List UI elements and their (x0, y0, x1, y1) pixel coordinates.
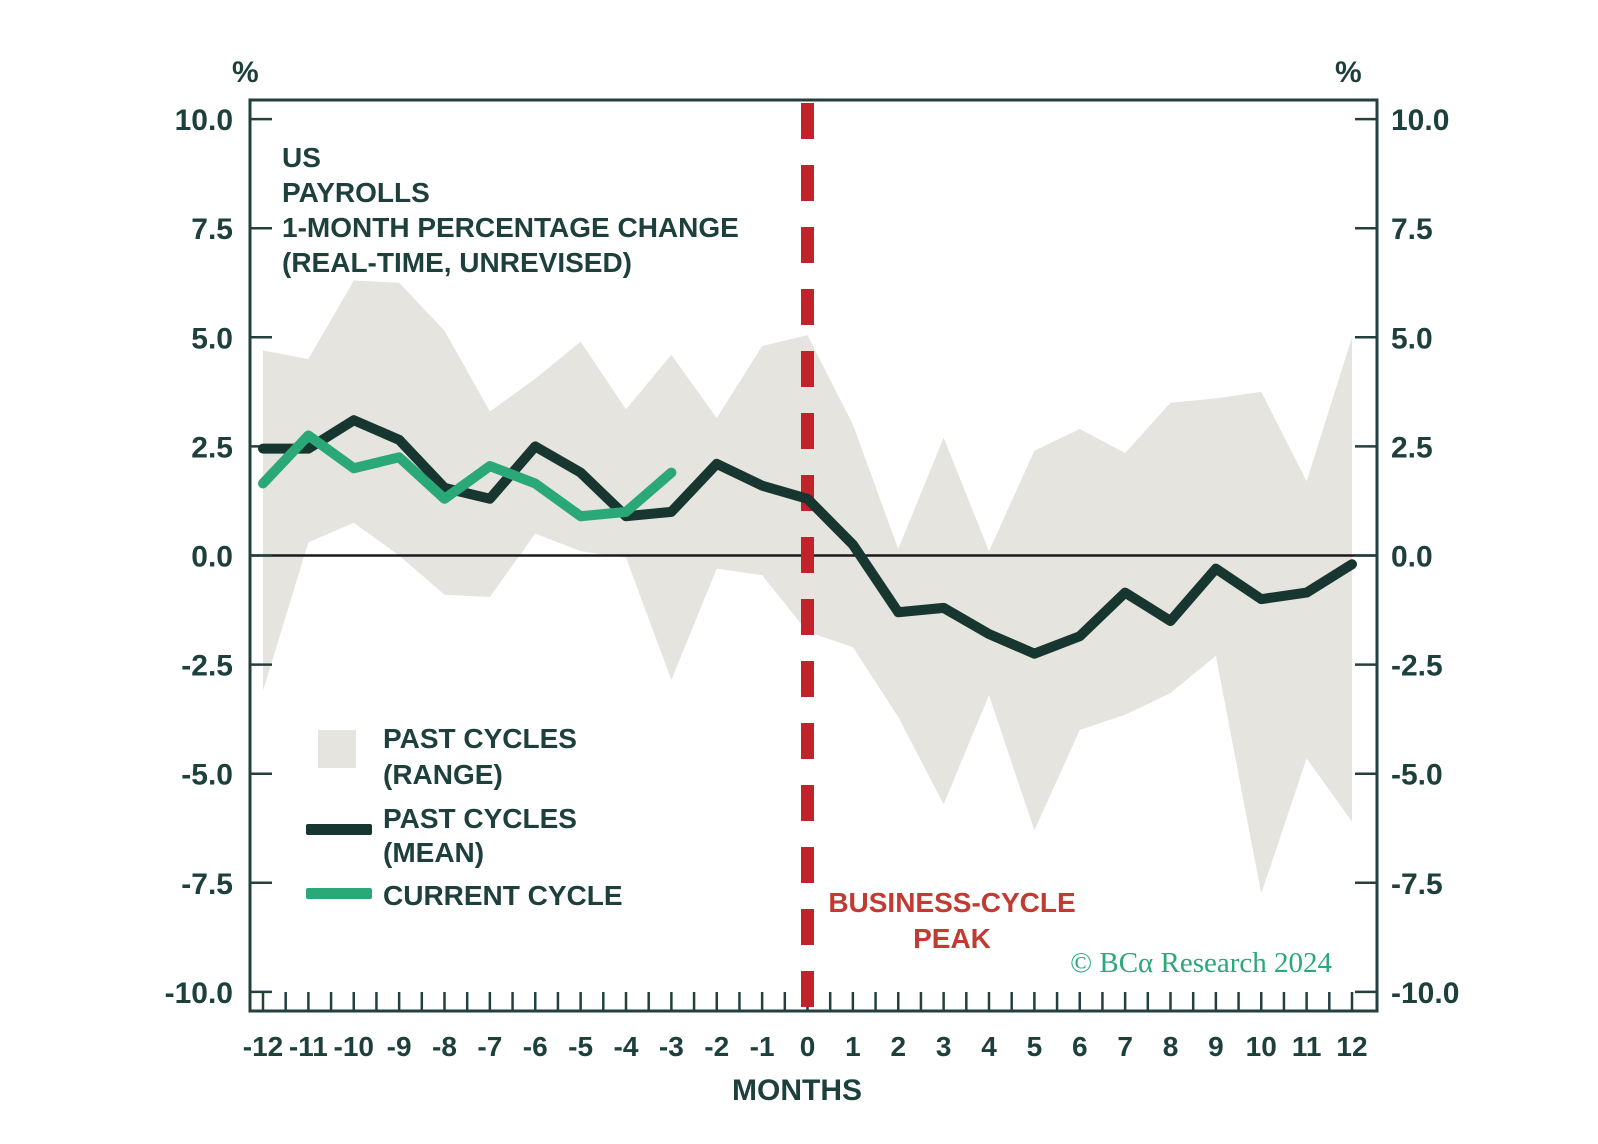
x-tick-label: -10 (334, 1031, 374, 1062)
legend-range-label-1: PAST CYCLES (383, 723, 577, 754)
x-tick-label: -12 (243, 1031, 283, 1062)
chart-title-line-2: PAYROLLS (282, 177, 430, 208)
x-tick-label: -11 (289, 1031, 328, 1062)
y-tick-label-left: 10.0 (175, 104, 233, 137)
y-tick-label-left: 7.5 (191, 213, 233, 246)
past-cycles-range-band (263, 280, 1352, 894)
y-tick-label-left: 0.0 (191, 541, 233, 574)
plot-border (248, 98, 1379, 1013)
y-tick-label-right: -7.5 (1391, 868, 1443, 901)
x-tick-label: 8 (1163, 1031, 1179, 1062)
legend-range-label-2: (RANGE) (383, 759, 503, 790)
y-tick-label-left: 5.0 (191, 322, 233, 355)
x-tick-label: -8 (432, 1031, 457, 1062)
y-tick-label-left: -7.5 (181, 868, 233, 901)
x-tick-label: 3 (936, 1031, 952, 1062)
business-cycle-peak-label-1: BUSINESS-CYCLE (828, 887, 1075, 918)
x-tick-label: -2 (704, 1031, 729, 1062)
y-tick-label-right: 7.5 (1391, 213, 1433, 246)
x-tick-label: 6 (1072, 1031, 1088, 1062)
legend-mean-label-2: (MEAN) (383, 837, 484, 868)
right-percent-label: % (1335, 56, 1362, 89)
legend-current-label: CURRENT CYCLE (383, 880, 623, 911)
axis-ticks-layer (250, 117, 1377, 1011)
x-tick-label: 9 (1208, 1031, 1224, 1062)
y-tick-label-right: -5.0 (1391, 759, 1443, 792)
past-cycles-mean-line (258, 415, 1357, 659)
x-tick-label: 10 (1246, 1031, 1277, 1062)
y-tick-labels-left: 10.0 7.5 5.0 2.5 0.0 -2.5 -5.0 -7.5 -10.0 (165, 104, 233, 1010)
x-axis-title: MONTHS (732, 1074, 862, 1107)
current-cycle-line (258, 430, 677, 522)
x-tick-label: -7 (477, 1031, 502, 1062)
x-tick-label: 11 (1292, 1031, 1322, 1062)
x-tick-label: 1 (845, 1031, 861, 1062)
y-tick-label-right: -2.5 (1391, 650, 1443, 683)
y-tick-labels-right: 10.0 7.5 5.0 2.5 0.0 -2.5 -5.0 -7.5 -10.0 (1391, 104, 1459, 1010)
chart-title-line-3: 1-MONTH PERCENTAGE CHANGE (282, 212, 739, 243)
business-cycle-peak-label-2: PEAK (913, 923, 991, 954)
left-percent-label: % (232, 56, 259, 89)
legend-mean-label-1: PAST CYCLES (383, 803, 577, 834)
y-tick-label-right: 2.5 (1391, 431, 1433, 464)
y-tick-label-right: 10.0 (1391, 104, 1449, 137)
range-band-layer (263, 280, 1352, 894)
x-tick-label: -6 (523, 1031, 548, 1062)
copyright-label: © BCα Research 2024 (1070, 947, 1332, 979)
y-tick-label-left: -5.0 (181, 759, 233, 792)
chart-title-line-1: US (282, 142, 321, 173)
y-tick-label-left: 2.5 (191, 431, 233, 464)
x-tick-label: 4 (981, 1031, 997, 1062)
legend: PAST CYCLES (RANGE) PAST CYCLES (MEAN) C… (306, 723, 623, 911)
x-tick-label: -3 (659, 1031, 684, 1062)
y-tick-label-right: 5.0 (1391, 322, 1433, 355)
y-tick-label-right: -10.0 (1391, 977, 1459, 1010)
x-tick-label: -1 (750, 1031, 775, 1062)
x-tick-label: 12 (1336, 1031, 1367, 1062)
mean-swatch (306, 824, 372, 835)
y-tick-label-left: -10.0 (165, 977, 233, 1010)
x-tick-label: 5 (1027, 1031, 1043, 1062)
x-tick-labels: -12 -11 -10 -9 -8 -7 -6 -5 -4 -3 -2 -1 0 1 2 3 4 5 6 7 8 9 10 1… (243, 1031, 1368, 1062)
x-tick-label: 2 (890, 1031, 906, 1062)
x-tick-label: -5 (568, 1031, 593, 1062)
current-swatch (306, 888, 372, 899)
x-tick-label: -9 (387, 1031, 412, 1062)
chart-title-line-4: (REAL-TIME, UNREVISED) (282, 247, 632, 278)
y-tick-label-left: -2.5 (181, 650, 233, 683)
range-swatch (318, 730, 356, 768)
x-tick-label: 7 (1117, 1031, 1133, 1062)
x-tick-label: -4 (614, 1031, 639, 1062)
x-tick-label: 0 (800, 1031, 816, 1062)
y-tick-label-right: 0.0 (1391, 541, 1433, 574)
